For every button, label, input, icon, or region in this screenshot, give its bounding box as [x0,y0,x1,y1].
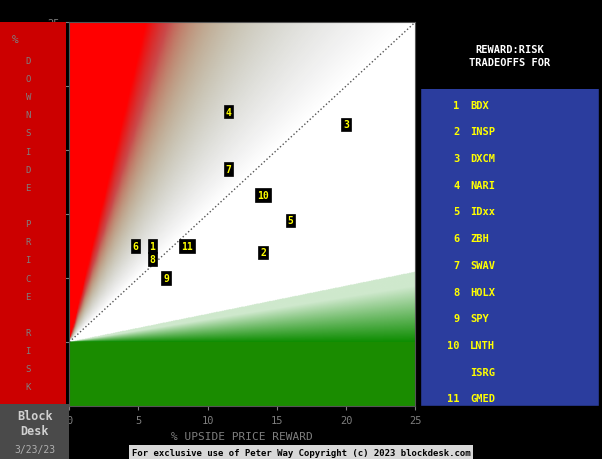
Text: I: I [26,147,31,156]
Text: P: P [26,220,31,229]
Text: HOLX: HOLX [470,287,495,297]
Text: W: W [26,93,31,102]
Text: 5: 5 [453,207,459,217]
Text: 3/23/23: 3/23/23 [14,444,55,454]
Text: 8: 8 [149,254,155,264]
Text: S: S [26,364,31,374]
Text: C: C [26,274,31,283]
Text: 3: 3 [343,120,349,130]
Text: 4: 4 [226,107,231,118]
Text: K: K [26,382,31,392]
Text: 2: 2 [260,248,266,258]
Text: %: % [11,34,19,45]
Text: NARI: NARI [470,180,495,190]
Text: 1: 1 [149,241,155,252]
Text: 9: 9 [453,313,459,324]
Text: SWAV: SWAV [470,260,495,270]
Text: S: S [26,129,31,138]
Text: IDxx: IDxx [470,207,495,217]
Text: 10: 10 [447,340,459,350]
Text: BDX: BDX [470,101,489,110]
Text: D: D [26,165,31,174]
Text: For exclusive use of Peter Way Copyright (c) 2023 blockdesk.com: For exclusive use of Peter Way Copyright… [132,448,470,457]
Text: 3: 3 [453,154,459,164]
Text: 1: 1 [453,101,459,110]
Text: INSP: INSP [470,127,495,137]
Text: I: I [26,256,31,265]
Text: 5: 5 [288,216,294,226]
Text: LNTH: LNTH [470,340,495,350]
Text: N: N [26,111,31,120]
Text: O: O [26,75,31,84]
Text: REWARD:RISK
TRADEOFFS FOR: REWARD:RISK TRADEOFFS FOR [469,45,550,67]
Text: ZBH: ZBH [470,234,489,244]
Bar [420,23,599,90]
Text: GMED: GMED [470,393,495,403]
Text: 7: 7 [453,260,459,270]
Text: E: E [26,292,31,301]
Text: Block
Desk: Block Desk [17,409,52,437]
Text: ISRG: ISRG [470,367,495,377]
Text: R: R [26,328,31,337]
Text: 6: 6 [133,241,138,252]
Text: 4: 4 [453,180,459,190]
Text: D: D [26,57,31,66]
Text: 2: 2 [453,127,459,137]
Text: 11: 11 [181,241,193,252]
Text: 10: 10 [257,190,269,201]
Text: R: R [26,238,31,247]
Text: 11: 11 [447,393,459,403]
X-axis label: % UPSIDE PRICE REWARD: % UPSIDE PRICE REWARD [172,431,313,441]
Text: DXCM: DXCM [470,154,495,164]
Text: 8: 8 [453,287,459,297]
Text: 6: 6 [453,234,459,244]
Text: 9: 9 [163,274,169,284]
Text: E: E [26,184,31,192]
Text: 7: 7 [226,165,231,175]
Text: I: I [26,347,31,355]
Text: SPY: SPY [470,313,489,324]
